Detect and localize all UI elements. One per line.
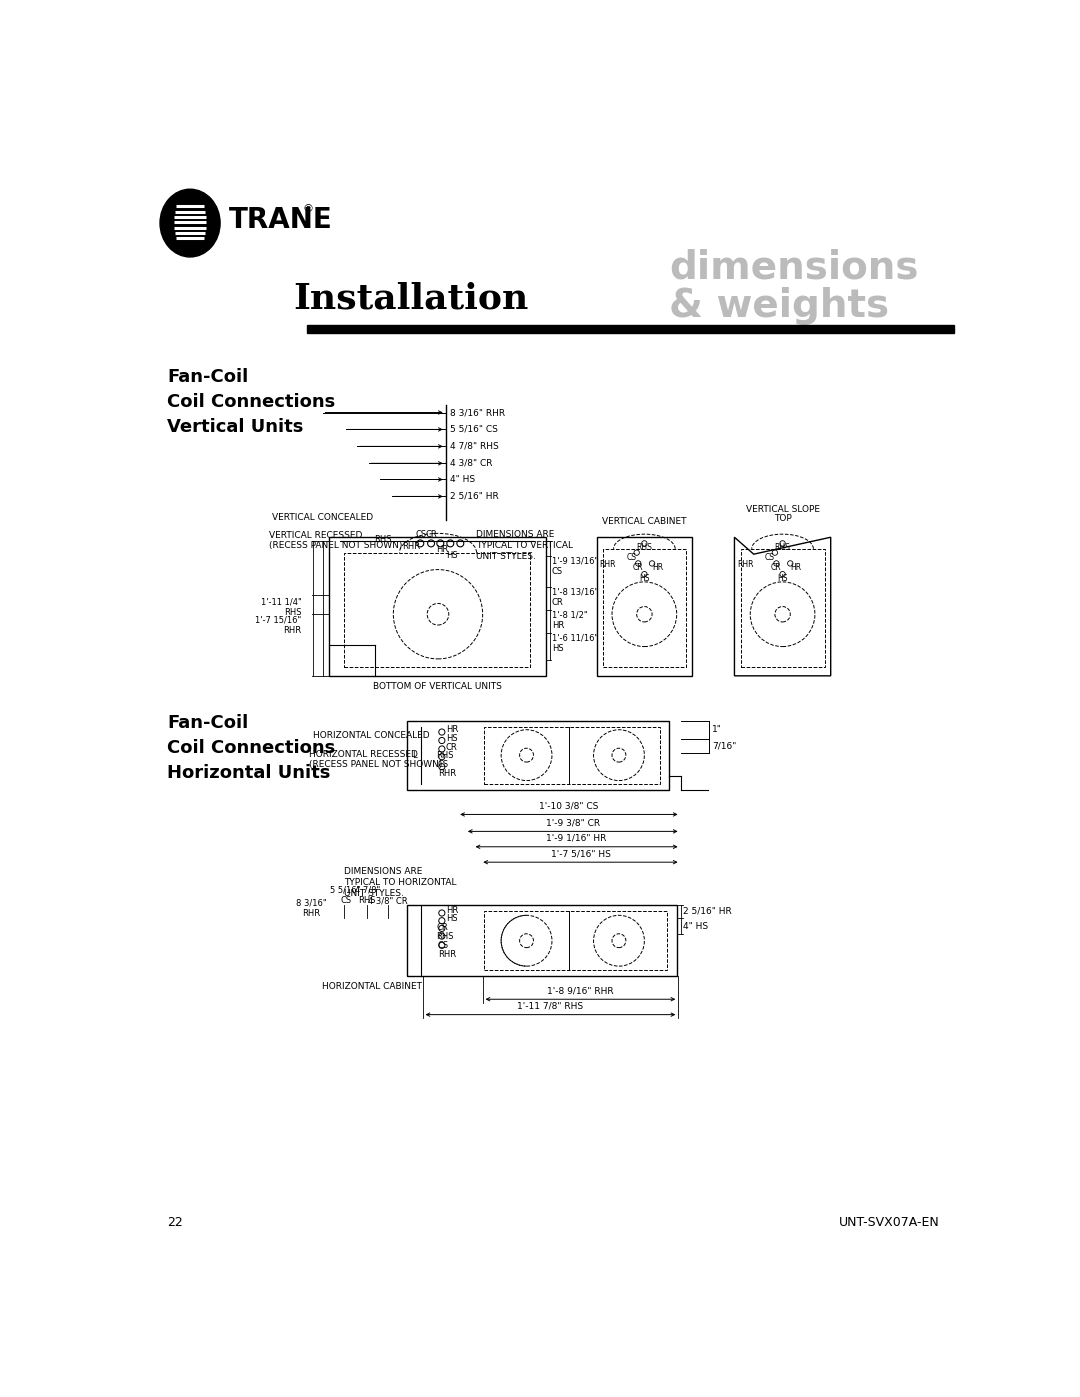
Bar [596, 538, 692, 676]
Text: Fan-Coil
Coil Connections
Vertical Units: Fan-Coil Coil Connections Vertical Units [167, 367, 335, 436]
Text: ®: ® [302, 204, 313, 214]
Text: TRANE: TRANE [229, 205, 333, 235]
Text: 1'-8 9/16" RHR: 1'-8 9/16" RHR [548, 986, 613, 996]
Text: HORIZONTAL RECESSED
(RECESS PANEL NOT SHOWN): HORIZONTAL RECESSED (RECESS PANEL NOT SH… [309, 750, 442, 770]
Text: HR: HR [446, 907, 458, 915]
Text: 1": 1" [712, 725, 723, 735]
Text: RHR: RHR [599, 560, 617, 570]
Text: CR: CR [633, 563, 644, 573]
Text: 1'-8 1/2"
HR: 1'-8 1/2" HR [552, 610, 588, 630]
Text: CS: CS [416, 529, 427, 539]
Text: 2 5/16" HR: 2 5/16" HR [449, 492, 498, 502]
Text: CR: CR [446, 743, 458, 752]
Text: 1'-7 5/16" HS: 1'-7 5/16" HS [551, 849, 610, 858]
Text: 4 7/8"
RHS: 4 7/8" RHS [354, 886, 380, 905]
Text: Installation: Installation [294, 282, 529, 316]
Text: 2 5/16" HR: 2 5/16" HR [683, 907, 731, 915]
Text: dimensions
& weights: dimensions & weights [669, 249, 918, 326]
Text: 4 3/8" CR: 4 3/8" CR [449, 458, 492, 468]
Text: 5 5/16" CS: 5 5/16" CS [449, 425, 498, 434]
Text: DIMENSIONS ARE
TYPICAL TO HORIZONTAL
UNIT STYLES.: DIMENSIONS ARE TYPICAL TO HORIZONTAL UNI… [345, 866, 457, 898]
Text: RHR: RHR [738, 560, 754, 570]
Bar [484, 726, 660, 784]
Text: HR: HR [791, 563, 801, 573]
Text: CR: CR [426, 529, 437, 539]
Text: 1'-9 13/16"
CS: 1'-9 13/16" CS [552, 556, 598, 576]
Text: HORIZONTAL CABINET: HORIZONTAL CABINET [323, 982, 422, 992]
Text: UNT-SVX07A-EN: UNT-SVX07A-EN [839, 1215, 940, 1229]
Text: 22: 22 [167, 1215, 183, 1229]
Text: HORIZONTAL CONCEALED: HORIZONTAL CONCEALED [313, 732, 430, 740]
Text: 1'-11 1/4"
RHS: 1'-11 1/4" RHS [261, 598, 301, 616]
Text: HS: HS [446, 914, 457, 923]
Bar [328, 538, 545, 676]
Text: CS: CS [438, 760, 449, 768]
Text: 7/16": 7/16" [712, 742, 737, 750]
Text: 4" HS: 4" HS [683, 922, 708, 930]
Text: RHR: RHR [403, 542, 421, 550]
Text: 8 3/16"
RHR: 8 3/16" RHR [296, 900, 326, 918]
Text: CR: CR [436, 923, 448, 932]
Text: 8 3/16" RHR: 8 3/16" RHR [449, 408, 504, 416]
Text: RHR: RHR [438, 770, 456, 778]
Text: 4 7/8" RHS: 4 7/8" RHS [449, 441, 498, 451]
Bar [407, 721, 669, 789]
Text: 5 5/16"
CS: 5 5/16" CS [330, 886, 361, 905]
Text: 1'-6 11/16"
HS: 1'-6 11/16" HS [552, 633, 598, 652]
Text: CR: CR [771, 563, 782, 573]
Bar [484, 911, 667, 970]
Text: VERTICAL CABINET: VERTICAL CABINET [603, 517, 687, 525]
Ellipse shape [160, 189, 220, 257]
Text: L: L [413, 750, 417, 760]
Text: 1'-9 3/8" CR: 1'-9 3/8" CR [545, 819, 599, 827]
Text: 4" HS: 4" HS [449, 475, 475, 483]
Text: VERTICAL RECESSED
(RECESS PANEL NOT SHOWN): VERTICAL RECESSED (RECESS PANEL NOT SHOW… [269, 531, 402, 550]
Text: 1'-11 7/8" RHS: 1'-11 7/8" RHS [517, 1002, 583, 1011]
Text: RHS: RHS [636, 543, 652, 552]
Text: 4 3/8" CR: 4 3/8" CR [368, 897, 408, 905]
Text: HR: HR [446, 725, 458, 735]
Text: VERTICAL SLOPE
TOP: VERTICAL SLOPE TOP [745, 504, 820, 524]
Text: RHS: RHS [774, 543, 791, 552]
Bar [741, 549, 824, 666]
Text: RHS: RHS [436, 932, 454, 940]
Bar [307, 324, 954, 334]
Text: Fan-Coil
Coil Connections
Horizontal Units: Fan-Coil Coil Connections Horizontal Uni… [167, 714, 335, 782]
Text: DIMENSIONS ARE
TYPICAL TO VERTICAL
UNIT STYLES.: DIMENSIONS ARE TYPICAL TO VERTICAL UNIT … [476, 529, 573, 560]
Text: BOTTOM OF VERTICAL UNITS: BOTTOM OF VERTICAL UNITS [373, 682, 502, 692]
Text: RHR: RHR [438, 950, 456, 960]
Text: VERTICAL CONCEALED: VERTICAL CONCEALED [272, 514, 374, 522]
Text: 1'-10 3/8" CS: 1'-10 3/8" CS [539, 802, 598, 810]
Text: HS: HS [639, 574, 649, 583]
Bar [345, 553, 530, 666]
Text: 1'-7 15/16"
RHR: 1'-7 15/16" RHR [256, 616, 301, 636]
Bar [603, 549, 686, 666]
Text: HS: HS [778, 574, 787, 583]
Text: HS: HS [446, 735, 457, 743]
Bar [407, 905, 677, 977]
Text: RHS: RHS [436, 750, 454, 760]
Text: CS: CS [438, 940, 449, 950]
Text: HR: HR [652, 563, 663, 573]
Text: HS: HS [446, 552, 458, 560]
Text: 1'-8 13/16"
CR: 1'-8 13/16" CR [552, 587, 598, 606]
Text: CS: CS [765, 553, 774, 562]
Text: RHS: RHS [375, 535, 392, 543]
Text: HR: HR [435, 545, 448, 555]
Text: CS: CS [626, 553, 636, 562]
Text: 1'-9 1/16" HR: 1'-9 1/16" HR [546, 834, 607, 842]
